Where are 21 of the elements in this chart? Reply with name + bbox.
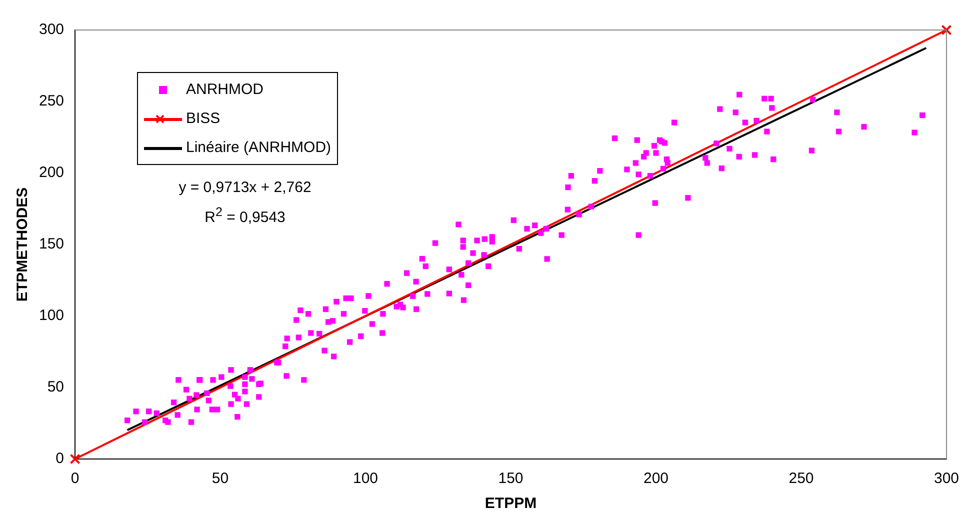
y-tick-label: 0 <box>56 450 64 468</box>
y-tick-label: 200 <box>38 164 64 182</box>
y-tick-label: 100 <box>38 307 64 324</box>
annotation: y = 0,9713x + 2,762 <box>178 178 312 198</box>
legend-label: Linéaire (ANRHMOD) <box>186 139 332 156</box>
x-tick-label: 200 <box>643 470 669 488</box>
legend-label: ANRHMOD <box>186 81 264 98</box>
y-tick-label: 50 <box>47 378 64 396</box>
y-axis-title: ETPMETHODES <box>14 187 32 302</box>
y-tick-label: 150 <box>38 236 64 253</box>
x-tick-label: 0 <box>70 470 80 488</box>
legend-label: BISS <box>186 110 220 127</box>
x-tick-label: 150 <box>498 470 524 488</box>
annotation: R$^{2}$ = 0,9543 <box>204 204 286 228</box>
y-tick-label: 250 <box>38 92 64 110</box>
x-tick-label: 250 <box>788 470 814 488</box>
x-tick-label: 100 <box>353 470 378 488</box>
x-axis-title: ETPPM <box>484 495 537 512</box>
x-tick-label: 50 <box>212 470 229 488</box>
y-tick-label: 300 <box>38 21 64 38</box>
x-tick-label: 300 <box>934 470 959 488</box>
